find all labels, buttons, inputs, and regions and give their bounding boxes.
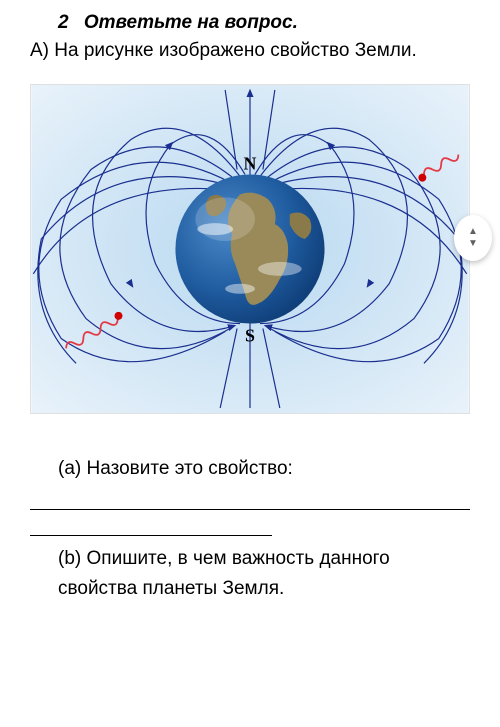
chevron-down-icon: ▼ — [468, 238, 478, 250]
sub-a-label: (а) — [58, 458, 81, 479]
answer-blank-line-1 — [30, 486, 470, 510]
question-intro: А) На рисунке изображено свойство Земли. — [30, 38, 470, 64]
subquestion-a: (а) Назовите это свойство: — [30, 454, 470, 484]
sub-b-label: (b) — [58, 548, 81, 569]
north-pole-label: N — [244, 153, 257, 173]
subquestion-b: (b) Опишите, в чем важность данного свой… — [30, 544, 470, 605]
question-header: 2 Ответьте на вопрос. — [30, 12, 470, 34]
intro-label: А) — [30, 40, 49, 61]
south-pole-label: S — [245, 325, 255, 345]
sub-b-text: Опишите, в чем важность данного свойства… — [58, 548, 390, 599]
scroll-control[interactable]: ▲ ▼ — [454, 215, 492, 261]
field-diagram-svg: N S — [31, 85, 469, 413]
magnetic-field-diagram: N S — [30, 84, 470, 414]
sub-a-text: Назовите это свойство: — [87, 458, 293, 479]
answer-blank-line-2 — [30, 512, 272, 536]
earth-globe — [175, 174, 324, 323]
question-number: 2 — [58, 12, 69, 33]
question-title: Ответьте на вопрос. — [84, 12, 298, 33]
intro-text: На рисунке изображено свойство Земли. — [54, 40, 417, 61]
chevron-up-icon: ▲ — [468, 226, 478, 238]
